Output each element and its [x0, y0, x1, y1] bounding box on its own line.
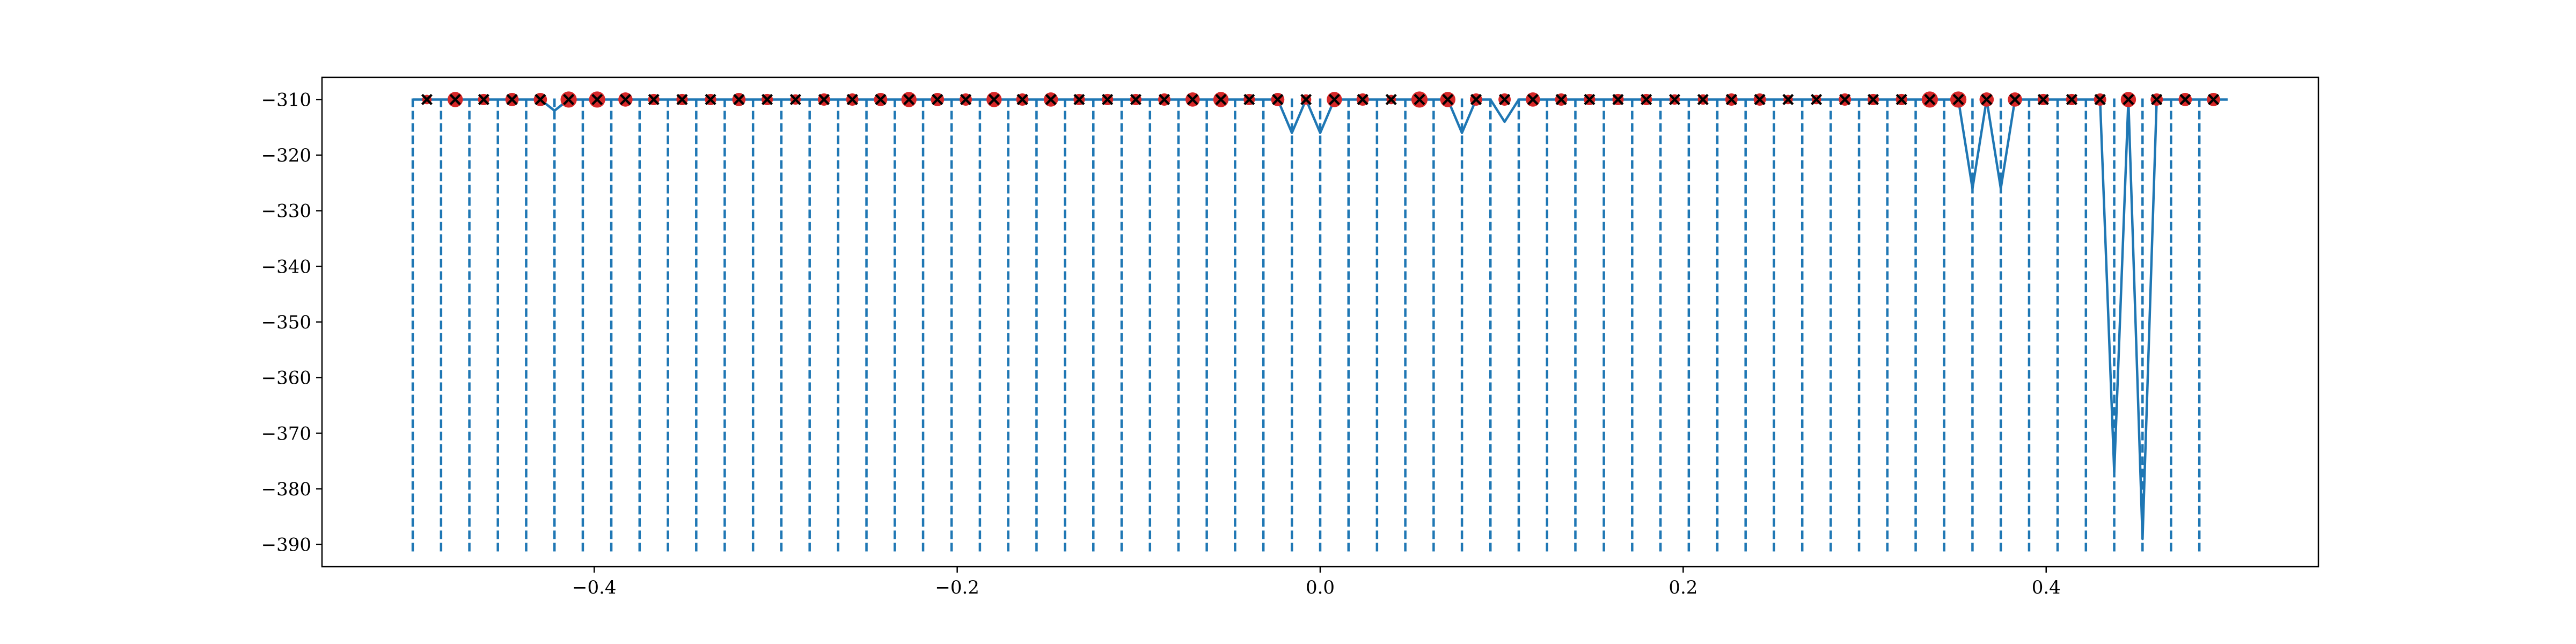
x-marker-55: [1981, 93, 1993, 106]
x-marker-6: [591, 93, 603, 106]
x-marker-30: [1272, 93, 1284, 106]
y-tick-label-2: −330: [261, 201, 311, 222]
x-marker-46: [1725, 93, 1737, 106]
x-marker-43: [1641, 93, 1652, 106]
x-marker-35: [1414, 93, 1425, 106]
x-marker-21: [1016, 93, 1028, 106]
x-marker-36: [1442, 93, 1454, 106]
x-marker-1: [449, 93, 461, 106]
x-marker-9: [676, 93, 688, 106]
x-marker-34: [1385, 93, 1397, 106]
x-marker-11: [733, 93, 745, 106]
x-marker-19: [960, 93, 972, 106]
x-marker-63: [2207, 93, 2220, 106]
x-marker-23: [1073, 93, 1085, 106]
x-tick-label-0: −0.4: [572, 577, 617, 598]
x-marker-27: [1187, 93, 1198, 106]
x-marker-44: [1668, 93, 1681, 106]
y-tick-label-7: −380: [261, 479, 311, 500]
x-marker-58: [2066, 93, 2078, 106]
x-marker-48: [1782, 93, 1794, 106]
x-marker-49: [1810, 93, 1823, 106]
x-marker-13: [789, 93, 801, 106]
x-marker-61: [2151, 93, 2163, 106]
x-marker-60: [2123, 93, 2134, 106]
x-tick-label-4: 0.4: [2032, 577, 2061, 598]
x-marker-16: [875, 93, 887, 106]
x-axis: −0.4 −0.2 0.0 0.2 0.4: [572, 567, 2061, 598]
x-marker-4: [535, 93, 546, 106]
x-marker-56: [2009, 93, 2021, 106]
x-marker-2: [478, 93, 489, 106]
x-marker-31: [1300, 93, 1312, 106]
x-marker-3: [506, 93, 518, 106]
x-tick-label-2: 0.0: [1306, 577, 1335, 598]
x-marker-42: [1612, 93, 1624, 106]
x-marker-51: [1867, 93, 1879, 106]
x-marker-20: [988, 93, 1000, 106]
x-marker-5: [562, 93, 575, 106]
x-marker-38: [1498, 93, 1511, 106]
x-marker-53: [1924, 93, 1936, 106]
x-marker-41: [1584, 93, 1596, 106]
x-marker-52: [1896, 93, 1907, 106]
x-marker-17: [903, 93, 915, 106]
y-tick-label-0: −310: [261, 89, 311, 111]
x-marker-39: [1527, 93, 1539, 106]
plot-area: [411, 91, 2228, 552]
x-marker-45: [1697, 93, 1709, 106]
y-tick-label-3: −340: [261, 256, 311, 277]
x-marker-26: [1158, 93, 1170, 106]
x-marker-40: [1555, 93, 1567, 106]
y-tick-label-6: −370: [261, 423, 311, 444]
x-tick-label-3: 0.2: [1668, 577, 1697, 598]
y-tick-label-4: −350: [261, 312, 311, 333]
x-marker-8: [648, 93, 660, 106]
x-marker-33: [1357, 93, 1368, 106]
x-marker-10: [705, 93, 716, 106]
x-marker-50: [1839, 93, 1851, 106]
x-marker-22: [1045, 93, 1057, 106]
x-marker-57: [2037, 93, 2049, 106]
x-marker-24: [1102, 93, 1114, 106]
x-tick-label-1: −0.2: [935, 577, 979, 598]
x-marker-32: [1328, 93, 1340, 106]
x-marker-14: [818, 93, 830, 106]
x-marker-28: [1215, 93, 1227, 106]
x-marker-29: [1243, 93, 1255, 106]
x-marker-37: [1470, 93, 1482, 106]
y-tick-label-1: −320: [261, 145, 311, 166]
x-marker-12: [761, 93, 773, 106]
y-tick-label-5: −360: [261, 368, 311, 389]
x-marker-7: [619, 93, 632, 106]
y-axis: −310 −320 −330 −340 −350 −360 −370 −380 −390: [261, 89, 322, 556]
y-tick-label-8: −390: [261, 535, 311, 556]
x-marker-15: [846, 93, 858, 106]
x-marker-59: [2094, 93, 2106, 106]
x-marker-25: [1130, 93, 1142, 106]
x-marker-18: [932, 93, 943, 106]
x-marker-0: [421, 93, 433, 106]
x-marker-47: [1754, 93, 1766, 106]
x-marker-54: [1952, 93, 1964, 106]
x-marker-62: [2179, 93, 2191, 106]
